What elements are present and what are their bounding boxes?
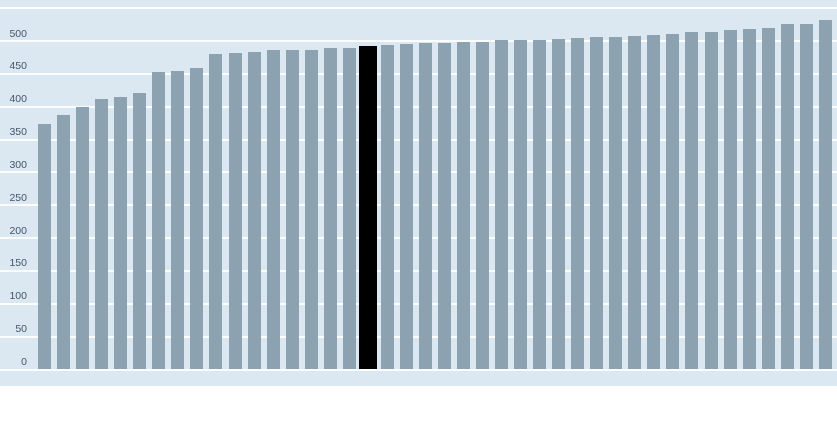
- bar[interactable]: [76, 106, 90, 370]
- bar[interactable]: [495, 40, 509, 370]
- gridline-450: [0, 72, 837, 75]
- bar[interactable]: [742, 29, 756, 370]
- gridline-150: [0, 269, 837, 272]
- bar[interactable]: [799, 23, 813, 370]
- bar[interactable]: [476, 41, 490, 370]
- bar[interactable]: [399, 44, 413, 370]
- bar[interactable]: [514, 39, 528, 370]
- y-axis-tick-label: 200: [9, 224, 27, 237]
- bar[interactable]: [761, 27, 775, 370]
- bar[interactable]: [780, 23, 794, 370]
- y-axis-tick-label: 250: [9, 191, 27, 204]
- y-axis-tick-label: 450: [9, 60, 27, 73]
- gridline-250: [0, 204, 837, 207]
- bar[interactable]: [704, 31, 718, 370]
- y-axis-tick-label: 350: [9, 126, 27, 139]
- bar[interactable]: [57, 115, 71, 370]
- y-axis-tick-label: 0: [21, 356, 27, 368]
- bar[interactable]: [190, 67, 204, 370]
- gridline-400: [0, 105, 837, 108]
- bar[interactable]: [437, 42, 451, 370]
- gridline-200: [0, 237, 837, 240]
- bar[interactable]: [590, 37, 604, 370]
- bar[interactable]: [247, 51, 261, 370]
- x-axis-label-area: IndonesiaBrazilColombiaCosta RicaMexicoC…: [0, 386, 837, 446]
- gridline-550: [0, 7, 837, 10]
- plot-area: 0 50 100 150 200 250 300 350 400 450 500: [0, 0, 837, 386]
- bar[interactable]: [323, 48, 337, 370]
- y-axis-tick-label: 300: [9, 158, 27, 171]
- bar[interactable]: [209, 54, 223, 370]
- bar[interactable]: [685, 32, 699, 370]
- bar[interactable]: [38, 124, 52, 370]
- bar[interactable]: [342, 47, 356, 370]
- bar[interactable]: [266, 50, 280, 370]
- gridline-350: [0, 138, 837, 141]
- bar[interactable]: [647, 35, 661, 370]
- bar[interactable]: [418, 42, 432, 370]
- bar[interactable]: [628, 35, 642, 370]
- bar[interactable]: [552, 39, 566, 370]
- bar[interactable]: [609, 37, 623, 370]
- bar[interactable]: [285, 49, 299, 370]
- y-axis-tick-label: 50: [15, 323, 27, 336]
- bar[interactable]: [95, 99, 109, 370]
- gridline-0: [0, 368, 837, 371]
- bar[interactable]: [571, 38, 585, 370]
- bar[interactable]: [152, 71, 166, 370]
- gridline-300: [0, 171, 837, 174]
- gridline-100: [0, 302, 837, 305]
- bar[interactable]: [723, 30, 737, 370]
- y-axis-tick-label: 100: [9, 290, 27, 303]
- y-axis-tick-label: 500: [9, 27, 27, 40]
- bar[interactable]: [456, 42, 470, 370]
- gridline-500: [0, 40, 837, 42]
- bar[interactable]: [380, 44, 394, 370]
- bar[interactable]: [666, 33, 680, 370]
- bar[interactable]: [228, 52, 242, 370]
- y-axis-tick-label: 150: [9, 257, 27, 270]
- bar-oecd-average-highlight[interactable]: [359, 46, 378, 370]
- bar[interactable]: [114, 96, 128, 370]
- bar[interactable]: [533, 39, 547, 370]
- bar[interactable]: [818, 19, 832, 370]
- bar[interactable]: [171, 70, 185, 370]
- gridline-50: [0, 335, 837, 338]
- y-axis-tick-label: 400: [9, 93, 27, 106]
- bar[interactable]: [133, 92, 147, 370]
- bar[interactable]: [304, 49, 318, 370]
